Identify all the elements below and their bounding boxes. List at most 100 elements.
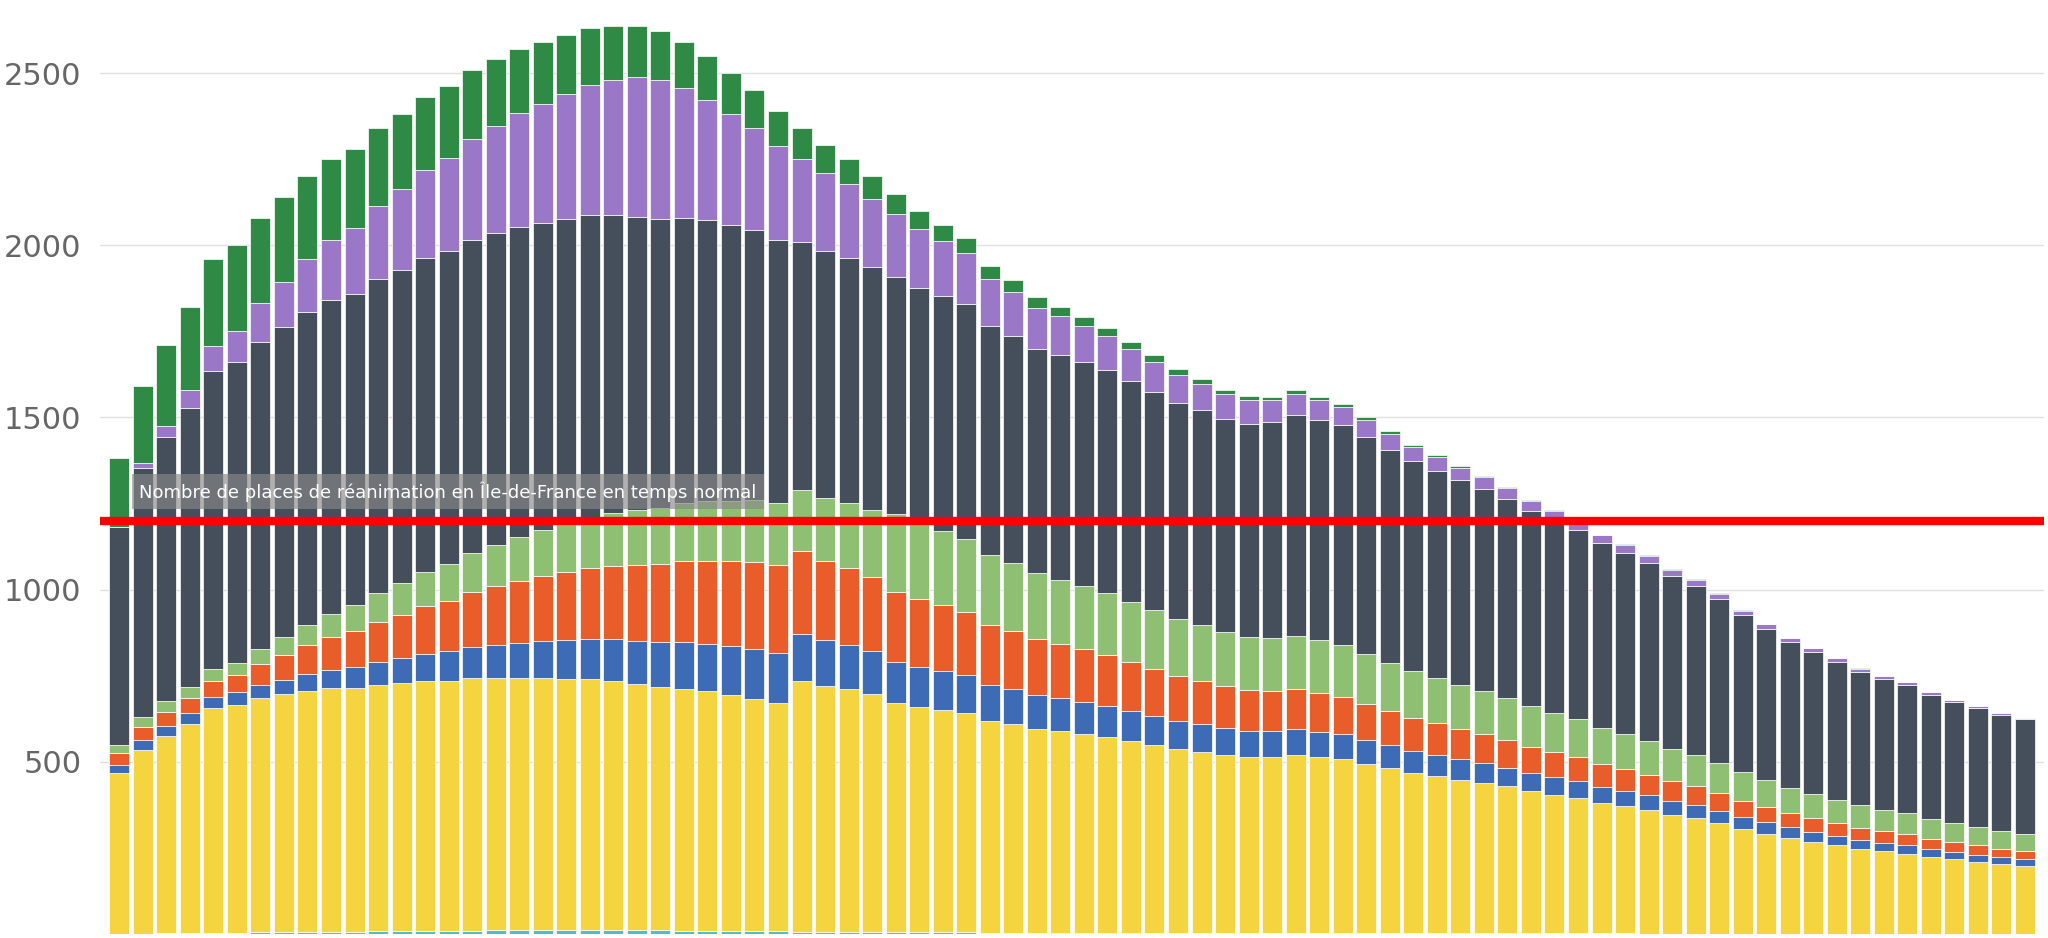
Bar <box>1591 536 1612 543</box>
Bar <box>297 625 317 645</box>
Bar <box>532 577 553 642</box>
Bar <box>2015 866 2036 934</box>
Bar <box>768 111 788 146</box>
Bar <box>510 227 528 537</box>
Bar <box>369 280 387 594</box>
Bar <box>1616 791 1634 807</box>
Bar <box>1497 488 1518 499</box>
Bar <box>1333 697 1352 734</box>
Bar <box>250 932 270 934</box>
Bar <box>416 258 434 572</box>
Bar <box>203 371 223 669</box>
Bar <box>1403 446 1423 461</box>
Bar <box>1356 740 1376 764</box>
Bar <box>979 685 999 720</box>
Bar <box>909 706 930 932</box>
Bar <box>793 159 811 242</box>
Bar <box>133 463 154 468</box>
Bar <box>1073 585 1094 649</box>
Bar <box>463 592 481 647</box>
Bar <box>862 510 883 577</box>
Bar <box>1262 397 1282 401</box>
Bar <box>1780 788 1800 813</box>
Bar <box>1638 810 1659 934</box>
Bar <box>1544 794 1565 933</box>
Bar <box>1286 636 1307 689</box>
Bar <box>2015 859 2036 866</box>
Bar <box>745 500 764 562</box>
Bar <box>1991 715 2011 831</box>
Bar <box>793 490 811 552</box>
Bar <box>532 223 553 530</box>
Bar <box>203 259 223 346</box>
Bar <box>1286 394 1307 415</box>
Bar <box>416 171 434 258</box>
Bar <box>463 647 481 678</box>
Bar <box>1569 530 1587 719</box>
Bar <box>1968 855 1989 862</box>
Bar <box>1427 455 1446 457</box>
Bar <box>1710 598 1729 763</box>
Bar <box>674 504 694 561</box>
Bar <box>510 677 528 930</box>
Bar <box>180 390 201 408</box>
Bar <box>1874 809 1894 831</box>
Bar <box>674 88 694 218</box>
Bar <box>1686 805 1706 819</box>
Bar <box>1710 824 1729 934</box>
Bar <box>1944 700 1964 702</box>
Bar <box>1167 370 1188 375</box>
Bar <box>1309 732 1329 757</box>
Bar <box>1051 580 1071 644</box>
Bar <box>391 658 412 683</box>
Bar <box>698 561 717 643</box>
Bar <box>1356 417 1376 420</box>
Bar <box>1239 757 1260 933</box>
Bar <box>674 218 694 504</box>
Bar <box>1356 704 1376 740</box>
Bar <box>391 189 412 269</box>
Bar <box>979 720 999 932</box>
Bar <box>510 930 528 934</box>
Bar <box>203 346 223 371</box>
Bar <box>438 158 459 251</box>
Bar <box>862 932 883 934</box>
Bar <box>1710 810 1729 824</box>
Bar <box>932 295 952 531</box>
Bar <box>1098 336 1118 371</box>
Bar <box>344 228 365 294</box>
Bar <box>485 59 506 126</box>
Bar <box>322 932 340 934</box>
Bar <box>463 240 481 553</box>
Bar <box>227 362 248 663</box>
Bar <box>1802 842 1823 934</box>
Bar <box>463 930 481 934</box>
Bar <box>1733 800 1753 817</box>
Bar <box>815 561 836 640</box>
Bar <box>1663 576 1681 749</box>
Bar <box>979 279 999 326</box>
Bar <box>1569 781 1587 798</box>
Bar <box>1262 691 1282 731</box>
Bar <box>1004 292 1024 336</box>
Bar <box>1733 772 1753 800</box>
Bar <box>1333 734 1352 759</box>
Bar <box>1802 652 1823 794</box>
Bar <box>1192 724 1212 752</box>
Bar <box>485 233 506 545</box>
Bar <box>485 644 506 678</box>
Bar <box>369 129 387 206</box>
Bar <box>627 684 647 930</box>
Bar <box>1214 728 1235 755</box>
Bar <box>227 704 248 932</box>
Bar <box>1874 851 1894 934</box>
Bar <box>815 145 836 174</box>
Bar <box>344 149 365 228</box>
Bar <box>1380 431 1399 433</box>
Bar <box>227 330 248 362</box>
Bar <box>557 35 575 95</box>
Bar <box>438 652 459 681</box>
Bar <box>391 583 412 614</box>
Bar <box>1921 819 1942 839</box>
Bar <box>627 25 647 77</box>
